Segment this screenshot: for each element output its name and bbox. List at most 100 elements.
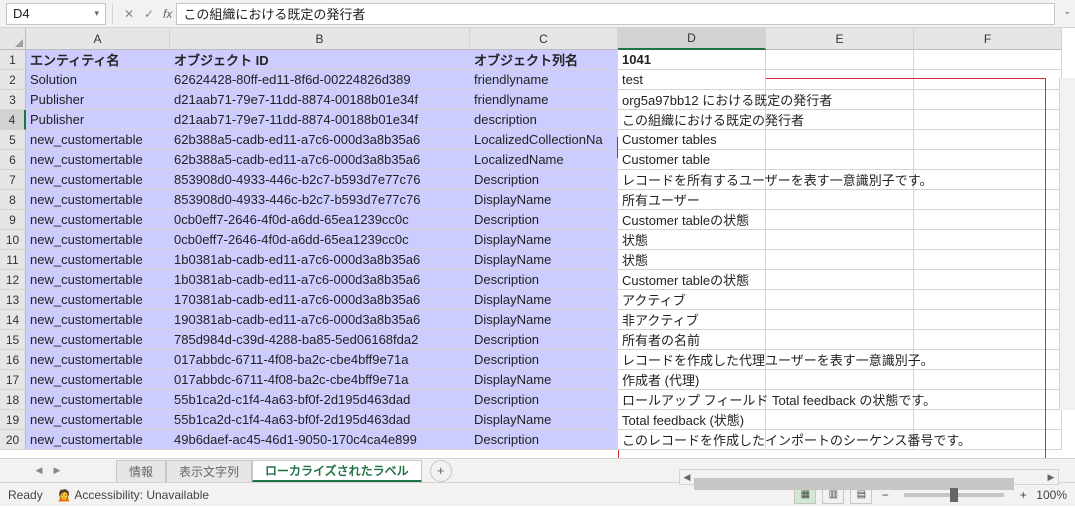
fx-icon[interactable]: fx	[163, 7, 172, 21]
cell[interactable]: Description	[470, 210, 618, 230]
row-header[interactable]: 14	[0, 310, 26, 330]
row-header[interactable]: 7	[0, 170, 26, 190]
cell[interactable]	[766, 410, 914, 430]
row-header[interactable]: 5	[0, 130, 26, 150]
cell[interactable]: レコードを作成した代理ユーザーを表す一意識別子。	[618, 350, 766, 370]
cell[interactable]: Description	[470, 390, 618, 410]
cell[interactable]: org5a97bb12 における既定の発行者	[618, 90, 766, 110]
row-header[interactable]: 8	[0, 190, 26, 210]
cell[interactable]: Description	[470, 270, 618, 290]
cell[interactable]: 状態	[618, 250, 766, 270]
cell[interactable]: オブジェクト ID	[170, 50, 470, 70]
row-header[interactable]: 17	[0, 370, 26, 390]
cell[interactable]: 1b0381ab-cadb-ed11-a7c6-000d3a8b35a6	[170, 270, 470, 290]
sheet-tab[interactable]: 表示文字列	[166, 460, 252, 482]
cell[interactable]	[914, 270, 1062, 290]
row-header[interactable]: 13	[0, 290, 26, 310]
row-header[interactable]: 3	[0, 90, 26, 110]
row-header[interactable]: 1	[0, 50, 26, 70]
cell[interactable]: Description	[470, 430, 618, 450]
cell[interactable]	[914, 370, 1062, 390]
column-header-C[interactable]: C	[470, 28, 618, 50]
cell[interactable]: 55b1ca2d-c1f4-4a63-bf0f-2d195d463dad	[170, 410, 470, 430]
cell[interactable]: description	[470, 110, 618, 130]
accessibility-status[interactable]: 🙍 Accessibility: Unavailable	[57, 488, 209, 502]
cell[interactable]	[914, 110, 1062, 130]
cell[interactable]: 62b388a5-cadb-ed11-a7c6-000d3a8b35a6	[170, 150, 470, 170]
cell[interactable]: 017abbdc-6711-4f08-ba2c-cbe4bff9e71a	[170, 350, 470, 370]
cell[interactable]: new_customertable	[26, 330, 170, 350]
scroll-thumb[interactable]	[694, 478, 1014, 490]
cell[interactable]	[914, 150, 1062, 170]
cell[interactable]	[766, 370, 914, 390]
row-header[interactable]: 6	[0, 150, 26, 170]
cell[interactable]: ロールアップ フィールド Total feedback の状態です。	[618, 390, 766, 410]
cell[interactable]	[766, 190, 914, 210]
column-header-B[interactable]: B	[170, 28, 470, 50]
name-box[interactable]: D4 ▾	[6, 3, 106, 25]
cell[interactable]: 所有ユーザー	[618, 190, 766, 210]
cell[interactable]: DisplayName	[470, 290, 618, 310]
cell[interactable]	[914, 330, 1062, 350]
cell[interactable]	[914, 170, 1062, 190]
cell[interactable]	[914, 90, 1062, 110]
cell[interactable]	[914, 250, 1062, 270]
formula-cancel-icon[interactable]: ✕	[119, 4, 139, 24]
row-header[interactable]: 19	[0, 410, 26, 430]
sheet-tab[interactable]: ローカライズされたラベル	[252, 460, 422, 482]
cell[interactable]: new_customertable	[26, 210, 170, 230]
cell[interactable]: 017abbdc-6711-4f08-ba2c-cbe4bff9e71a	[170, 370, 470, 390]
cell[interactable]: test	[618, 70, 766, 90]
scroll-right-icon[interactable]: ▶	[1044, 472, 1058, 483]
formula-expand-icon[interactable]: ⌄	[1063, 6, 1071, 17]
cell[interactable]	[766, 230, 914, 250]
cell[interactable]	[914, 410, 1062, 430]
cell[interactable]	[914, 50, 1062, 70]
cell[interactable]	[766, 150, 914, 170]
row-header[interactable]: 2	[0, 70, 26, 90]
cell[interactable]: Description	[470, 350, 618, 370]
cell[interactable]: Customer tables	[618, 130, 766, 150]
cell[interactable]: DisplayName	[470, 370, 618, 390]
column-header-E[interactable]: E	[766, 28, 914, 50]
cell[interactable]: 62b388a5-cadb-ed11-a7c6-000d3a8b35a6	[170, 130, 470, 150]
cell[interactable]	[766, 290, 914, 310]
horizontal-scrollbar[interactable]: ◀ ▶	[679, 469, 1059, 485]
cell[interactable]: new_customertable	[26, 270, 170, 290]
tab-nav-prev-icon[interactable]: ▶	[50, 465, 64, 476]
cell[interactable]	[766, 270, 914, 290]
select-all-corner[interactable]	[0, 28, 26, 50]
cell[interactable]: DisplayName	[470, 250, 618, 270]
cell[interactable]: 190381ab-cadb-ed11-a7c6-000d3a8b35a6	[170, 310, 470, 330]
cell[interactable]: new_customertable	[26, 430, 170, 450]
cell[interactable]: LocalizedName	[470, 150, 618, 170]
cell[interactable]: Description	[470, 170, 618, 190]
cell[interactable]: DisplayName	[470, 410, 618, 430]
cell[interactable]	[914, 70, 1062, 90]
cell[interactable]: new_customertable	[26, 310, 170, 330]
tab-nav-first-icon[interactable]: ◀	[32, 465, 46, 476]
cell[interactable]	[914, 390, 1062, 410]
cell[interactable]: new_customertable	[26, 170, 170, 190]
formula-accept-icon[interactable]: ✓	[139, 4, 159, 24]
cell[interactable]: レコードを所有するユーザーを表す一意識別子です。	[618, 170, 766, 190]
cell[interactable]: 所有者の名前	[618, 330, 766, 350]
column-header-D[interactable]: D	[618, 28, 766, 50]
row-header[interactable]: 4	[0, 110, 26, 130]
cell[interactable]: 62624428-80ff-ed11-8f6d-00224826d389	[170, 70, 470, 90]
cell[interactable]: new_customertable	[26, 350, 170, 370]
cell[interactable]: 0cb0eff7-2646-4f0d-a6dd-65ea1239cc0c	[170, 210, 470, 230]
cell[interactable]: オブジェクト列名	[470, 50, 618, 70]
cell[interactable]: friendlyname	[470, 90, 618, 110]
cell[interactable]: 170381ab-cadb-ed11-a7c6-000d3a8b35a6	[170, 290, 470, 310]
zoom-in-button[interactable]: +	[1016, 488, 1030, 502]
cell[interactable]: new_customertable	[26, 390, 170, 410]
cell[interactable]	[914, 350, 1062, 370]
cell[interactable]: 49b6daef-ac45-46d1-9050-170c4ca4e899	[170, 430, 470, 450]
formula-bar[interactable]: この組織における既定の発行者	[176, 3, 1055, 25]
cell[interactable]: 0cb0eff7-2646-4f0d-a6dd-65ea1239cc0c	[170, 230, 470, 250]
cell[interactable]: Customer tableの状態	[618, 270, 766, 290]
name-box-dropdown-icon[interactable]: ▾	[94, 8, 99, 19]
cell[interactable]	[766, 330, 914, 350]
cell[interactable]: new_customertable	[26, 190, 170, 210]
